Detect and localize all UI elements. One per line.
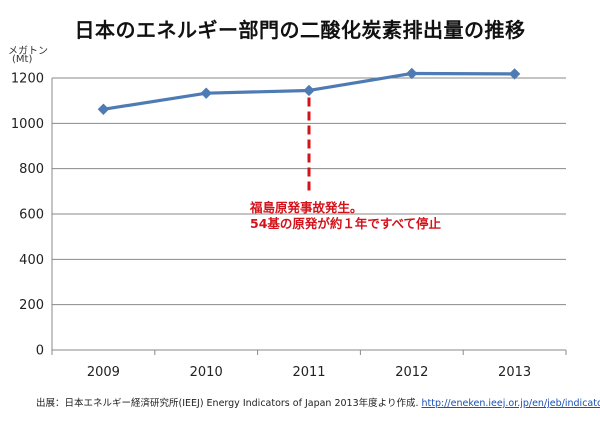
annotation-line-1: 福島原発事故発生。 <box>249 200 363 215</box>
data-point-2009 <box>97 103 110 115</box>
x-tick-label: 2012 <box>395 365 428 380</box>
y-tick-label: 1000 <box>11 117 44 132</box>
y-tick-label: 1200 <box>11 72 44 87</box>
data-point-2010 <box>200 87 212 99</box>
y-unit-label: メガトン <box>8 46 48 57</box>
data-point-2012 <box>406 67 418 80</box>
y-tick-label: 0 <box>36 344 44 359</box>
y-tick-label: 800 <box>19 162 44 177</box>
y-unit-abbrev: (Mt) <box>12 54 33 65</box>
x-tick-label: 2013 <box>498 365 531 380</box>
y-tick-label: 400 <box>19 253 44 268</box>
data-point-2011 <box>303 84 315 97</box>
y-tick-label: 200 <box>19 298 44 313</box>
chart-title: 日本のエネルギー部門の二酸化炭素排出量の推移 <box>74 18 526 42</box>
source-link[interactable]: http://eneken.ieej.or.jp/en/jeb/indicato… <box>421 398 600 409</box>
x-tick-label: 2009 <box>87 365 120 380</box>
x-tick-label: 2011 <box>292 365 325 380</box>
source-footer: 出展：日本エネルギー経済研究所(IEEJ) Energy Indicators … <box>36 395 600 409</box>
y-tick-label: 600 <box>19 208 44 223</box>
annotation-line-2: 54基の原発が約１年ですべて停止 <box>250 216 442 231</box>
source-text: 出展：日本エネルギー経済研究所(IEEJ) Energy Indicators … <box>36 398 422 409</box>
x-tick-label: 2010 <box>190 365 223 380</box>
data-point-2013 <box>508 68 521 80</box>
